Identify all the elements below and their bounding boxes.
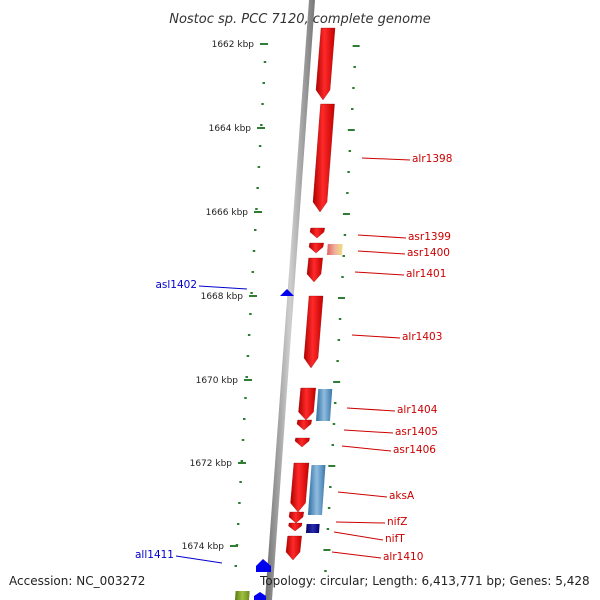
gene-arrow-forward bbox=[290, 462, 310, 513]
label-leader-line bbox=[343, 429, 394, 434]
label-leader-line bbox=[346, 407, 396, 412]
gene-label-nifT[interactable]: nifT bbox=[385, 533, 405, 545]
gene-label-asl1402[interactable]: asl1402 bbox=[155, 279, 197, 291]
gene-label-alr1404[interactable]: alr1404 bbox=[397, 404, 438, 416]
gene-arrow-forward bbox=[288, 511, 304, 524]
gene-label-asr1400[interactable]: asr1400 bbox=[407, 247, 450, 259]
tick-label: 1672 kbp bbox=[190, 459, 233, 469]
backbone-layer bbox=[265, 0, 315, 600]
gene-block-navy bbox=[306, 524, 320, 533]
gene-label-all1411[interactable]: all1411 bbox=[135, 549, 174, 561]
gene-block-rna bbox=[316, 389, 333, 421]
tick-label: 1666 kbp bbox=[206, 208, 249, 218]
gene-label-aksA[interactable]: aksA bbox=[389, 490, 415, 502]
gene-arrow-forward bbox=[315, 27, 336, 101]
gene-label-nifZ[interactable]: nifZ bbox=[387, 516, 407, 528]
label-leader-line bbox=[198, 285, 248, 290]
gene-block-rna bbox=[327, 244, 343, 255]
gene-arrow-reverse bbox=[254, 592, 266, 600]
gene-label-alr1410[interactable]: alr1410 bbox=[383, 551, 423, 563]
gene-arrow-forward bbox=[309, 227, 325, 239]
gene-arrow-forward bbox=[298, 387, 316, 421]
genome-backbone bbox=[265, 0, 315, 600]
gene-label-alr1398[interactable]: alr1398 bbox=[412, 153, 452, 165]
map-title: Nostoc sp. PCC 7120, complete genome bbox=[169, 12, 431, 27]
gene-arrow-forward bbox=[294, 437, 310, 448]
gene-arrow-forward bbox=[312, 103, 335, 213]
gene-label-alr1401[interactable]: alr1401 bbox=[406, 268, 446, 280]
label-leader-line bbox=[335, 521, 386, 524]
label-leader-line bbox=[354, 271, 405, 276]
gene-block-rna bbox=[308, 465, 326, 515]
label-leader-line bbox=[351, 334, 401, 339]
label-leader-line bbox=[331, 551, 382, 559]
gene-label-asr1406[interactable]: asr1406 bbox=[393, 444, 436, 456]
tick-layer: 1662 kbp 1664 kbp 1666 kbp 1668 kbp 1670 kbp… bbox=[182, 40, 360, 572]
gene-arrow-reverse bbox=[280, 289, 294, 296]
label-leader-line bbox=[337, 491, 388, 498]
label-leader-line bbox=[357, 250, 406, 255]
gene-arrow-forward bbox=[296, 419, 312, 431]
label-layer: alr1398 asr1399 asr1400 alr1401 asl1402 alr14… bbox=[135, 153, 452, 564]
label-leader-line bbox=[361, 157, 411, 161]
gene-arrow-forward bbox=[306, 257, 323, 283]
tick-label: 1662 kbp bbox=[212, 40, 255, 50]
tick-label: 1668 kbp bbox=[201, 292, 244, 302]
gene-label-alr1403[interactable]: alr1403 bbox=[402, 331, 442, 343]
label-leader-line bbox=[341, 445, 392, 452]
gene-arrow-forward bbox=[303, 295, 324, 369]
gene-label-asr1405[interactable]: asr1405 bbox=[395, 426, 438, 438]
gene-block-other bbox=[235, 591, 250, 600]
tick-label: 1664 kbp bbox=[209, 124, 252, 134]
genome-summary-text: Topology: circular; Length: 6,413,771 bp… bbox=[260, 574, 590, 588]
gene-arrow-forward bbox=[285, 535, 302, 561]
gene-arrow-forward bbox=[308, 242, 324, 254]
tick-label: 1674 kbp bbox=[182, 542, 225, 552]
gene-label-asr1399[interactable]: asr1399 bbox=[408, 231, 451, 243]
gene-arrow-reverse bbox=[256, 559, 271, 572]
label-leader-line bbox=[333, 531, 384, 541]
tick-label: 1670 kbp bbox=[196, 376, 239, 386]
gene-arrow-forward bbox=[288, 522, 303, 532]
feature-layer bbox=[235, 27, 343, 600]
label-leader-line bbox=[175, 555, 223, 564]
label-leader-line bbox=[357, 234, 407, 239]
accession-text: Accession: NC_003272 bbox=[9, 574, 146, 588]
